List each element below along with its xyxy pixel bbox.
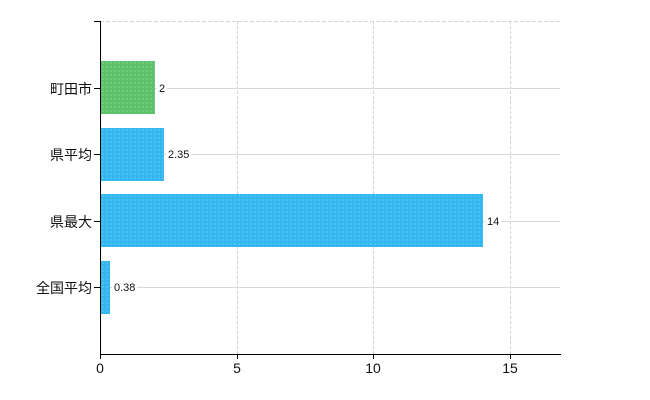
x-axis [100,354,561,355]
x-axis-tick [510,355,511,359]
vertical-gridline [373,21,374,354]
y-axis-tick [94,88,100,89]
horizontal-gridline [101,88,560,89]
bar [101,194,483,247]
x-axis-tick [100,355,101,359]
horizontal-gridline [101,154,560,155]
x-tick-label: 10 [365,360,381,376]
category-label: 県平均 [50,147,92,163]
category-label: 全国平均 [36,280,92,296]
x-tick-label: 5 [233,360,241,376]
y-axis-tick [94,221,100,222]
horizontal-gridline [101,287,560,288]
category-label: 町田市 [50,81,92,97]
y-axis-tick [94,21,100,22]
vertical-gridline [510,21,511,354]
category-label: 県最大 [50,214,92,230]
bar [101,261,110,314]
bar-value-label: 2.35 [166,148,192,162]
bar-value-label: 14 [485,215,502,229]
y-axis-tick [94,287,100,288]
x-tick-label: 15 [502,360,518,376]
x-tick-label: 0 [96,360,104,376]
x-axis-tick [237,355,238,359]
bar [101,61,155,114]
x-axis-tick [373,355,374,359]
bar-value-label: 0.38 [112,281,138,295]
plot-top-border [100,21,560,22]
bar-value-label: 2 [157,82,168,96]
y-axis [100,21,101,355]
y-axis-tick [94,154,100,155]
bar [101,128,164,181]
vertical-gridline [237,21,238,354]
